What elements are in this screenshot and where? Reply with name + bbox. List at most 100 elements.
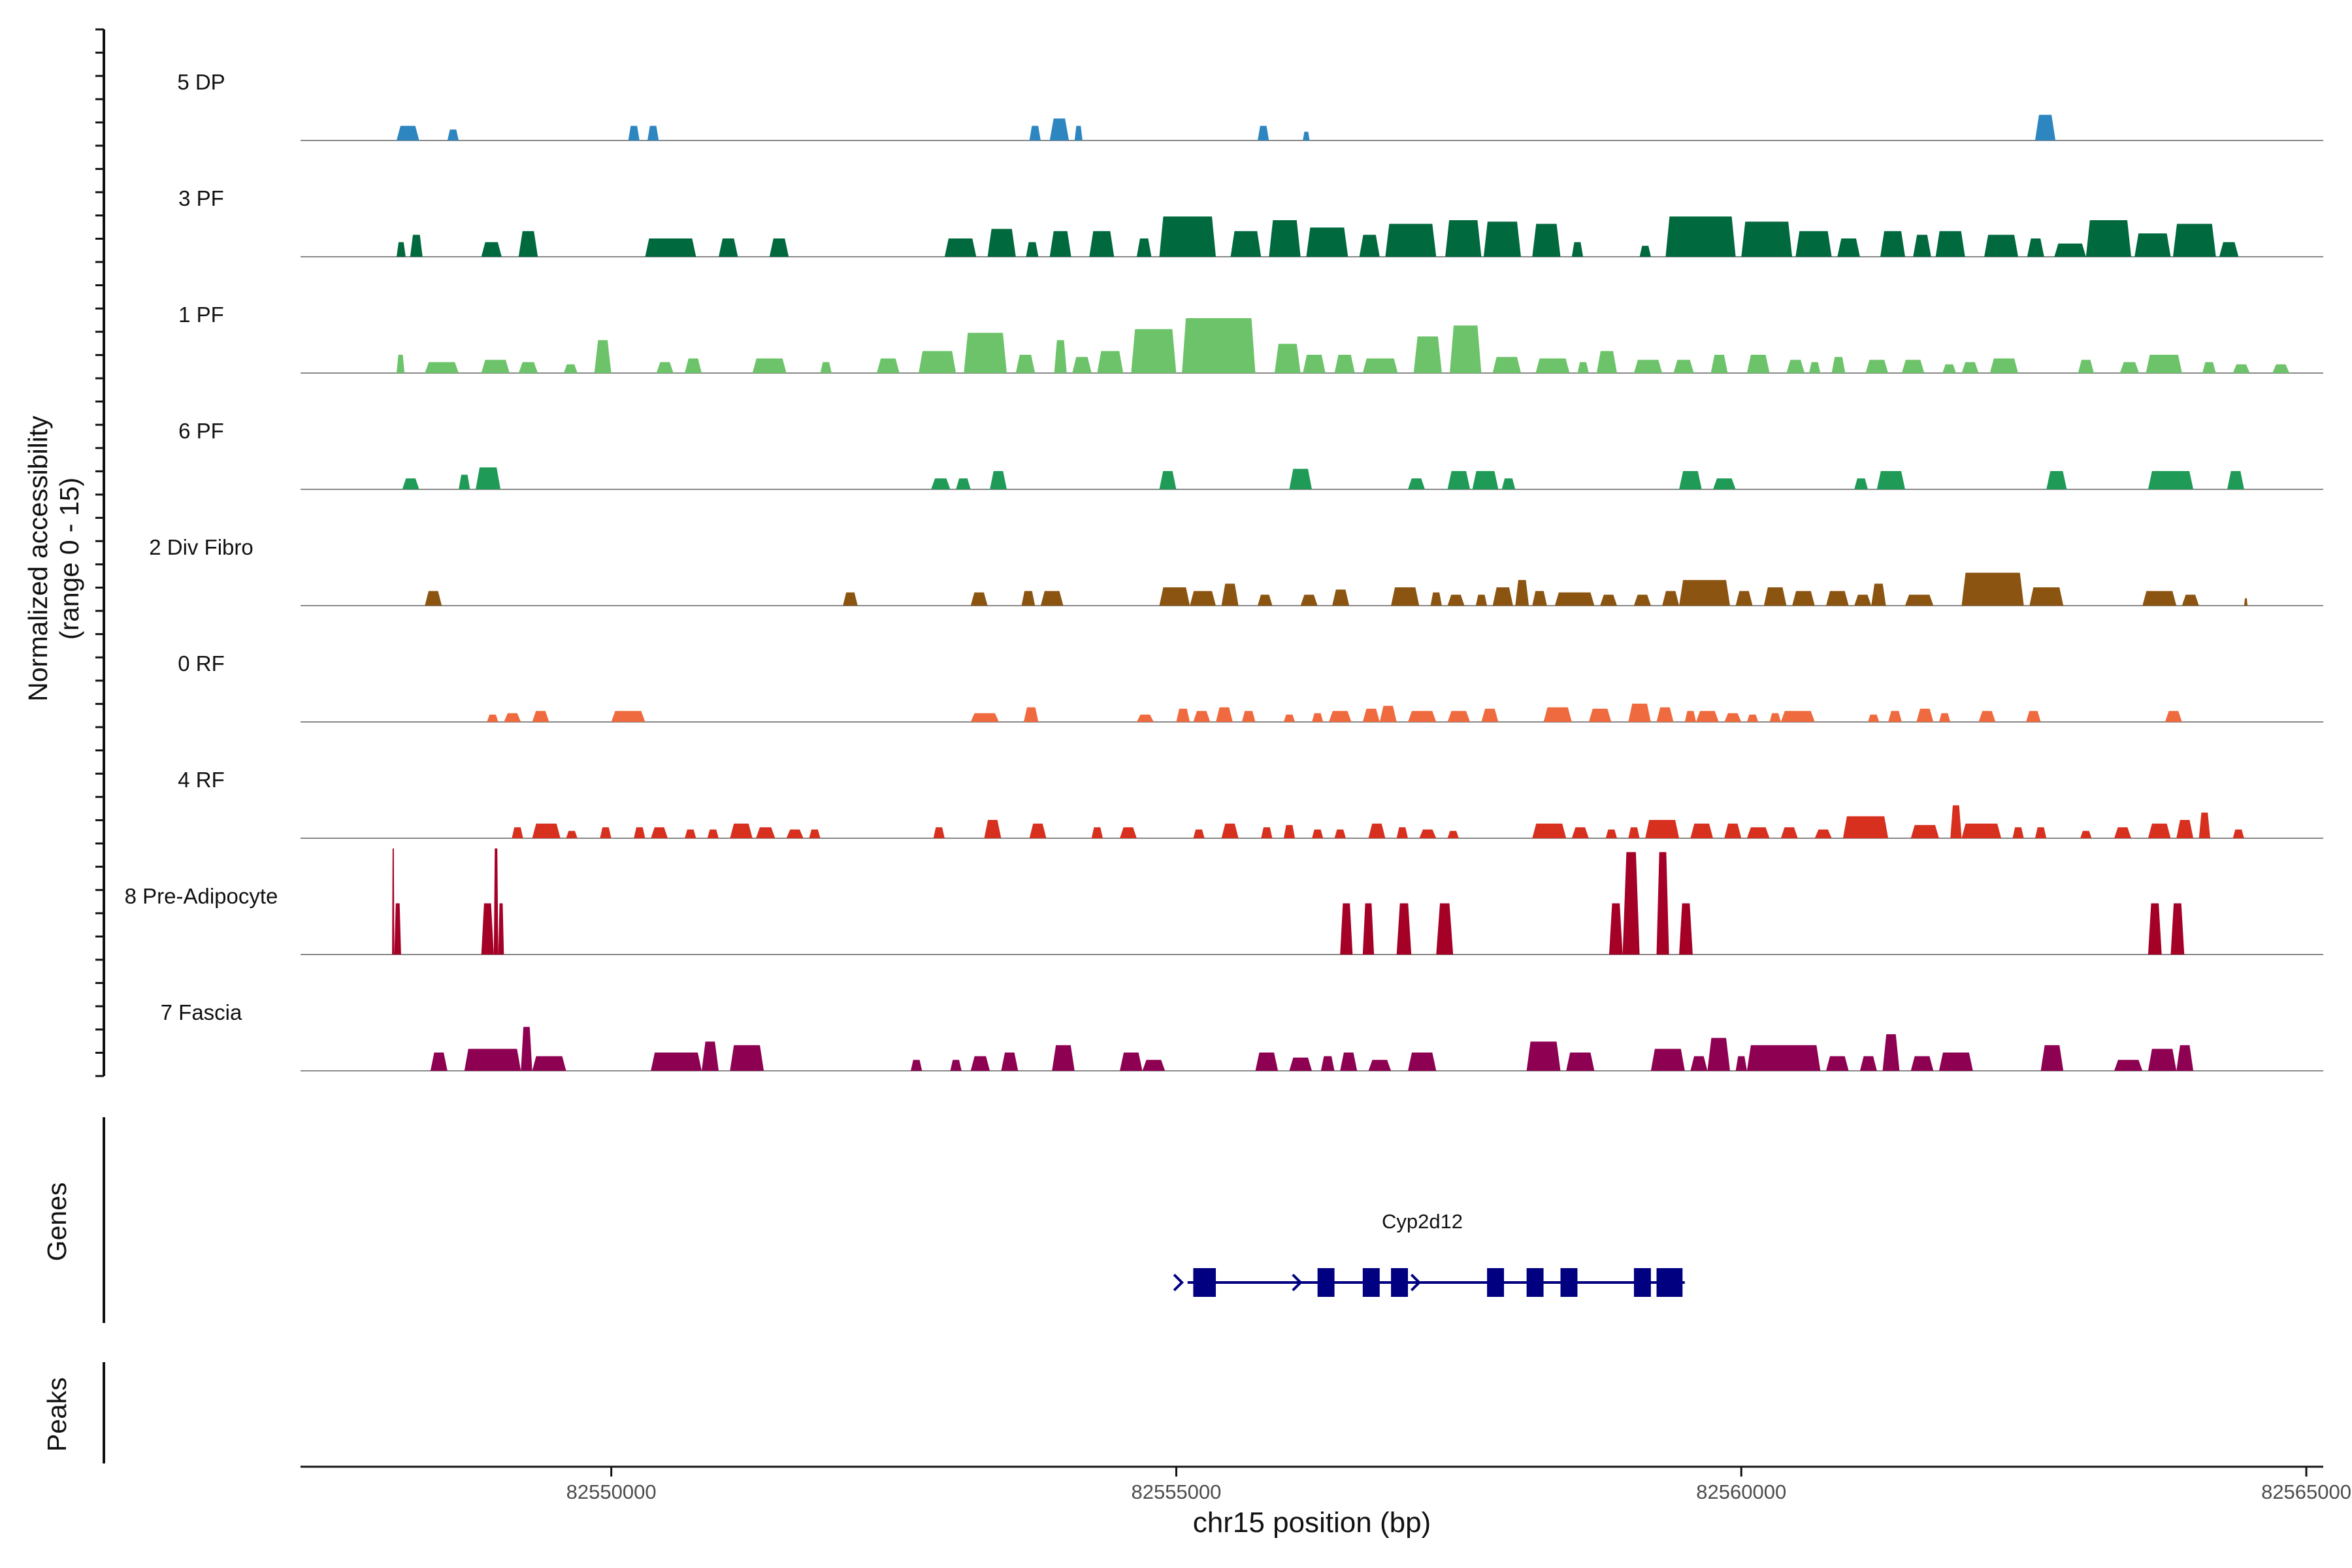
coverage-peak <box>1159 471 1177 489</box>
coverage-peak <box>1182 318 1256 373</box>
coverage-peak <box>1707 1037 1730 1071</box>
coverage-peak <box>1450 325 1482 373</box>
coverage-peak <box>931 478 951 489</box>
coverage-peak <box>647 125 659 140</box>
coverage-peak <box>594 340 612 373</box>
coverage-peak <box>1865 359 1889 373</box>
coverage-peak <box>1984 235 2018 257</box>
coverage-peak <box>1190 591 1216 606</box>
x-tick-label: 82560000 <box>1696 1480 1786 1503</box>
coverage-peak <box>1826 1056 1849 1071</box>
coverage-tracks: 5 DP 3 PF 1 PF 6 PF 2 Div Fibro 0 RF 4 RF 8 Pre… <box>125 70 2323 1071</box>
coverage-peak <box>1052 1045 1075 1071</box>
track-label: 2 Div Fibro <box>149 535 253 559</box>
coverage-peak <box>1029 125 1041 140</box>
coverage-peak <box>1269 220 1301 257</box>
track: 2 Div Fibro <box>149 535 2323 606</box>
coverage-peak <box>685 829 696 838</box>
coverage-peak <box>2170 903 2185 955</box>
coverage-peak <box>481 242 502 257</box>
coverage-peak <box>1600 595 1617 606</box>
coverage-peak <box>1481 708 1499 722</box>
coverage-peak <box>1289 468 1312 489</box>
coverage-peak <box>1391 587 1420 606</box>
coverage-peak <box>1905 595 1934 606</box>
y-axis <box>95 28 105 1077</box>
strand-arrow <box>1292 1273 1303 1292</box>
coverage-peak <box>1792 591 1815 606</box>
gene-exon <box>1487 1268 1505 1297</box>
track-label: 7 Fascia <box>161 1000 242 1024</box>
coverage-peak <box>1261 827 1273 838</box>
coverage-peak <box>2232 829 2244 838</box>
y-axis-label: Normalized accessibility <box>23 416 53 702</box>
coverage-peak <box>394 903 401 955</box>
coverage-peak <box>1662 591 1680 606</box>
coverage-peak <box>1049 118 1070 140</box>
coverage-peak <box>1475 595 1488 606</box>
gene-exon <box>1656 1268 1683 1297</box>
coverage-peak <box>498 903 504 955</box>
coverage-peak <box>984 820 1002 838</box>
coverage-peak <box>518 362 538 373</box>
coverage-peak <box>1362 903 1375 955</box>
coverage-peak <box>1690 1056 1708 1071</box>
coverage-peak <box>1571 827 1589 838</box>
coverage-peak <box>1029 823 1047 838</box>
coverage-peak <box>1445 220 1482 257</box>
coverage-peak <box>1320 1056 1335 1071</box>
coverage-peak <box>1609 903 1623 955</box>
gene-exon <box>1193 1268 1216 1297</box>
coverage-peak <box>425 362 459 373</box>
coverage-peak <box>1120 827 1137 838</box>
coverage-peak <box>481 359 510 373</box>
coverage-peak <box>1814 829 1832 838</box>
coverage-peak <box>809 829 821 838</box>
coverage-peak <box>532 823 561 838</box>
coverage-peak <box>1665 216 1736 257</box>
coverage-peak <box>1015 355 1036 373</box>
coverage-peak <box>707 829 719 838</box>
coverage-peak <box>2027 238 2044 257</box>
coverage-peak <box>425 591 442 606</box>
coverage-peak <box>1942 364 1956 373</box>
coverage-peak <box>1300 595 1318 606</box>
gene-exon <box>1560 1268 1578 1297</box>
track: 7 Fascia <box>161 1000 2323 1071</box>
coverage-peak <box>504 713 521 722</box>
coverage-peak <box>2080 830 2092 838</box>
coverage-peak <box>1430 592 1442 606</box>
coverage-peak <box>1492 357 1521 373</box>
coverage-peak <box>877 358 900 373</box>
coverage-peak <box>564 364 578 373</box>
coverage-peak <box>1532 591 1547 606</box>
track: 3 PF <box>178 186 2323 257</box>
coverage-peak <box>1795 231 1832 257</box>
coverage-peak <box>1780 711 1815 722</box>
coverage-peak <box>1026 242 1039 257</box>
coverage-peak <box>1724 713 1742 722</box>
coverage-peak <box>2114 827 2131 838</box>
coverage-peak <box>1332 589 1350 606</box>
coverage-peak <box>1650 1049 1685 1071</box>
track: 0 RF <box>178 651 2323 723</box>
track: 6 PF <box>178 419 2323 490</box>
coverage-peak <box>1408 1053 1437 1071</box>
coverage-peak <box>786 829 804 838</box>
coverage-peak <box>397 242 406 257</box>
coverage-peak <box>1230 231 1262 257</box>
gene-model <box>1173 1268 1685 1297</box>
coverage-peak <box>1340 903 1353 955</box>
coverage-peak <box>2146 355 2182 373</box>
coverage-peak <box>1910 825 1939 838</box>
y-axis-range-label: (range 0 - 15) <box>54 478 84 640</box>
coverage-peak <box>2078 359 2094 373</box>
coverage-peak <box>1526 1041 1561 1071</box>
coverage-peak <box>1447 830 1459 838</box>
coverage-peak <box>1413 336 1442 373</box>
coverage-peak <box>2040 1045 2064 1071</box>
coverage-peak <box>1131 329 1177 373</box>
x-tick-label: 82555000 <box>1131 1480 1221 1503</box>
peaks-panel: Peaks <box>42 1362 105 1463</box>
coverage-peak <box>769 238 789 257</box>
